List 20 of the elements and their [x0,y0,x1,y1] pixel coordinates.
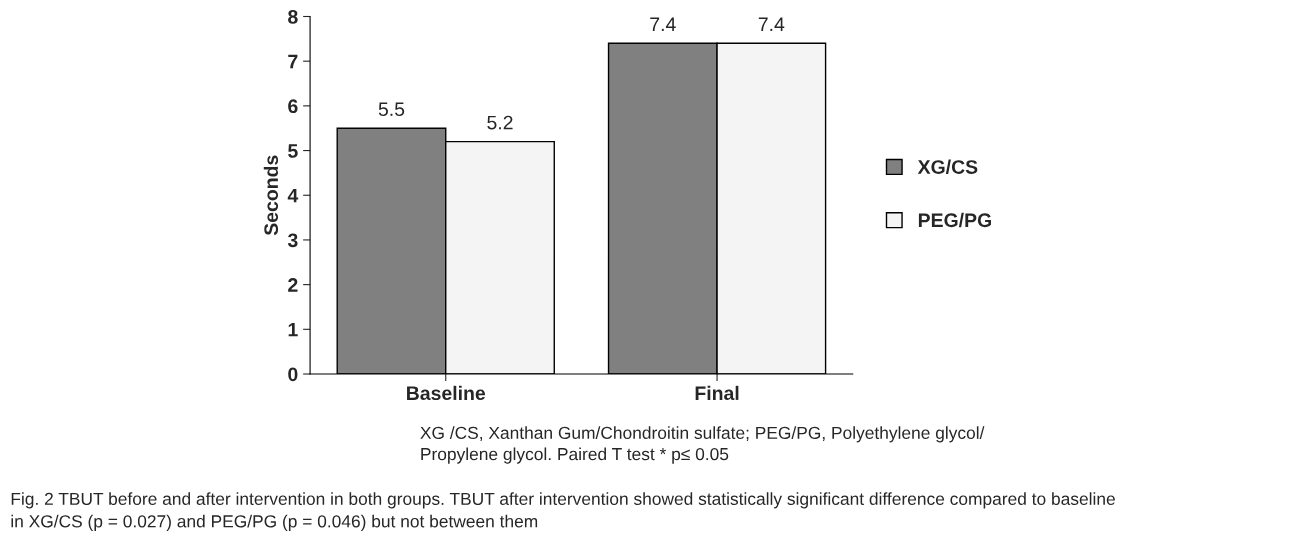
data-label: 5.2 [487,115,513,130]
y-tick-label: 3 [287,233,298,248]
y-tick-label: 5 [288,144,298,158]
y-tick-label: 1 [288,322,298,337]
y-tick-label: 4 [287,188,299,203]
text: XG /CS, Xanthan Gum/Chondroitin sulfate; PEG/PG, Polyethylene glycol/ Propylene glycol. Paired T test * p≤ 0.05 [420,426,985,464]
x-tick-label: Baseline [407,385,486,401]
data-label: 7.4 [650,17,676,31]
caption: Fig. 2 TBUT before and after intervention in both groups. TBUT after intervention showed statistically significant difference compared to baseline in XG/CS (p = 0.027) and PEG/PG (p = 0.046) but not between them [11,492,1115,531]
legend-label: PEG/PG [918,212,991,228]
legend-label: XG/CS [917,159,978,175]
data-label: 7.4 [758,17,785,31]
data-label: 5.5 [378,102,405,117]
y-tick-label: 8 [288,9,298,24]
y-tick-label: 7 [288,54,298,69]
y-axis-title: Seconds [263,155,279,236]
x-tick-label: Final [695,385,739,401]
y-tick-label: 0 [288,367,298,382]
y-tick-label: 6 [288,99,298,114]
y-tick-label: 2 [288,278,298,292]
